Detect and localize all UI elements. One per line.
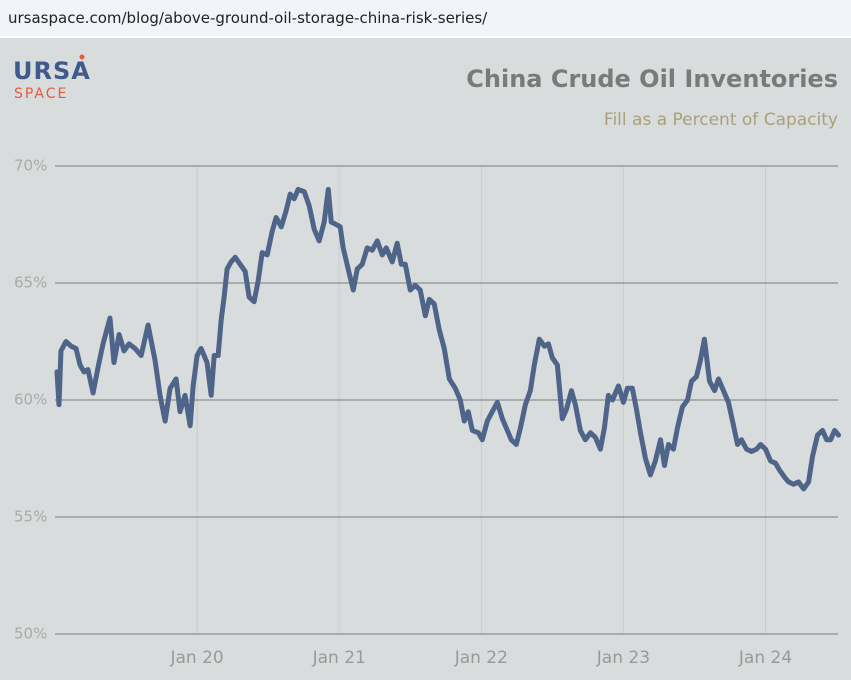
y-tick-label: 65% xyxy=(14,274,47,292)
chart-subtitle: Fill as a Percent of Capacity xyxy=(604,110,838,130)
logo-text: URSA xyxy=(13,57,91,85)
logo-subtext: SPACE xyxy=(14,86,68,102)
data-line xyxy=(54,186,842,492)
x-tick-label: Jan 20 xyxy=(169,648,223,668)
chart-background xyxy=(0,40,851,680)
x-tick-label: Jan 21 xyxy=(312,648,366,668)
chart-title: China Crude Oil Inventories xyxy=(466,65,838,93)
address-bar[interactable]: ursaspace.com/blog/above-ground-oil-stor… xyxy=(0,0,851,38)
y-tick-label: 70% xyxy=(14,157,47,175)
y-tick-label: 55% xyxy=(14,508,47,526)
url: ursaspace.com/blog/above-ground-oil-stor… xyxy=(8,9,488,27)
y-tick-label: 50% xyxy=(14,625,47,643)
logo-dot xyxy=(79,54,85,60)
x-tick-label: Jan 24 xyxy=(738,648,792,668)
x-tick-label: Jan 23 xyxy=(596,648,650,668)
y-tick-label: 60% xyxy=(14,391,47,409)
x-tick-label: Jan 22 xyxy=(454,648,508,668)
